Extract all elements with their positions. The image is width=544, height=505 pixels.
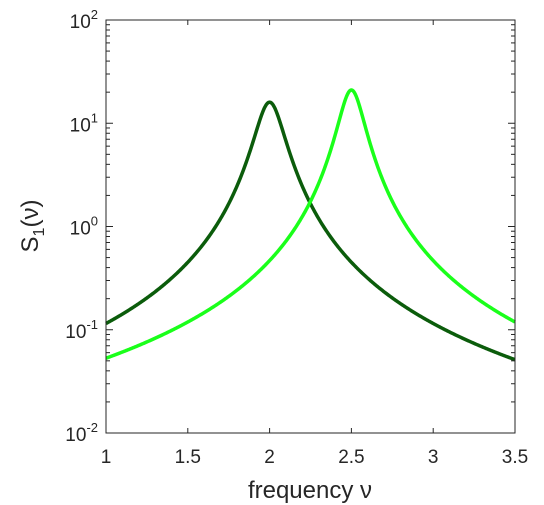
x-tick-label: 3.5	[502, 447, 528, 468]
label-layer: 1 1.5 2 2.5 3 3.5 10-2 10-1 100 101 102	[65, 7, 528, 468]
y-axis-label: S1(ν)	[17, 200, 48, 253]
x-axis-label: frequency ν	[248, 477, 372, 504]
y-axis-label-base: S	[17, 236, 44, 252]
y-tick-label: 10-1	[65, 317, 98, 343]
y-axis-label-sub: 1	[31, 227, 48, 236]
y-tick-label: 101	[70, 110, 98, 136]
y-tick-label: 10-2	[65, 420, 98, 446]
x-tick-label: 1.5	[175, 447, 201, 468]
x-tick-label: 1	[101, 447, 112, 468]
series-2-line	[105, 88, 516, 360]
x-tick-label: 2.5	[338, 447, 364, 468]
plot-frame	[105, 19, 516, 434]
x-tick-label: 3	[428, 447, 439, 468]
y-tick-label: 100	[70, 214, 98, 240]
series-layer	[105, 88, 516, 362]
tick-layer	[105, 19, 516, 434]
y-axis-label-arg: (ν)	[17, 200, 44, 228]
series-1-line	[105, 100, 516, 362]
y-tick-label: 102	[70, 7, 98, 33]
x-tick-label: 2	[264, 447, 275, 468]
